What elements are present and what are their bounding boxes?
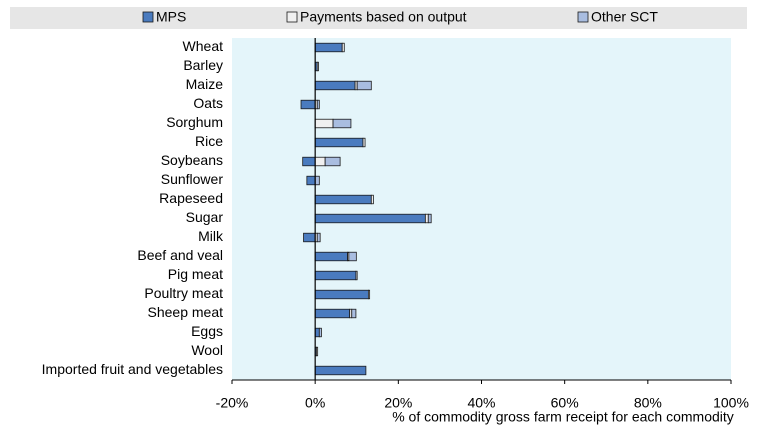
bar-segment [318,327,322,338]
y-tick-label: Beef and veal [137,247,223,263]
x-axis-label: % of commodity gross farm receipt for ea… [392,409,734,425]
bar-segment [314,194,372,205]
legend-label: Other SCT [591,9,658,25]
x-tick-label: 100% [713,395,749,411]
y-tick-label: Milk [198,228,224,244]
bar-segment [300,99,316,110]
y-tick-label: Barley [183,57,223,73]
bar-segment [348,251,357,262]
legend-swatch [577,11,589,23]
bar-segment [316,346,319,357]
bar-segment [362,137,366,148]
y-tick-label: Sheep meat [148,304,224,320]
bar-segment [316,232,321,243]
bar-segment [341,42,345,53]
y-tick-label: Rapeseed [159,190,223,206]
bar-segment [356,80,372,91]
bar-segment [314,80,356,91]
x-tick-label: 80% [634,395,662,411]
bar-segment [314,42,343,53]
bar-segment [314,327,320,338]
y-tick-label: Sorghum [166,114,223,130]
bar-segment [314,270,357,281]
y-tick-label: Wool [191,342,223,358]
legend-label: MPS [156,9,186,25]
x-tick-label: 40% [467,395,495,411]
legend-swatch [286,11,298,23]
y-tick-label: Wheat [183,38,224,54]
bar-segment [424,213,429,224]
y-tick-label: Soybeans [161,152,223,168]
bar-segment [314,175,320,186]
x-tick-label: 60% [551,395,579,411]
bar-segment [316,99,320,110]
x-tick-label: 20% [384,395,412,411]
y-tick-label: Eggs [191,323,223,339]
y-tick-label: Oats [193,95,223,111]
x-tick-label: -20% [216,395,249,411]
bar-segment [314,213,426,224]
bar-segment [303,232,316,243]
y-tick-label: Sunflower [161,171,224,187]
bar-segment [314,365,367,376]
bar-segment [427,213,432,224]
bar-segment [314,289,369,300]
y-tick-label: Imported fruit and vegetables [42,361,223,377]
bar-segment [306,175,316,186]
x-tick-label: 0% [305,395,325,411]
y-tick-label: Rice [195,133,223,149]
bar-segment [367,289,371,300]
y-tick-label: Maize [186,76,224,92]
bar-segment [314,308,351,319]
bar-segment [316,61,319,72]
bar-segment [332,118,352,129]
bar-segment [324,156,341,167]
bar-segment [351,308,357,319]
bar-segment [314,137,364,148]
legend-swatch [142,11,154,23]
bar-segment [314,156,326,167]
bar-segment [355,270,358,281]
bar-segment [314,118,334,129]
y-tick-label: Poultry meat [144,285,223,301]
legend-band [10,7,747,29]
y-tick-label: Sugar [186,209,224,225]
legend-label: Payments based on output [300,9,467,25]
bar-segment [314,251,349,262]
y-tick-label: Pig meat [168,266,223,282]
plot-area [232,38,731,380]
bar-segment [302,156,316,167]
bar-segment [370,194,374,205]
